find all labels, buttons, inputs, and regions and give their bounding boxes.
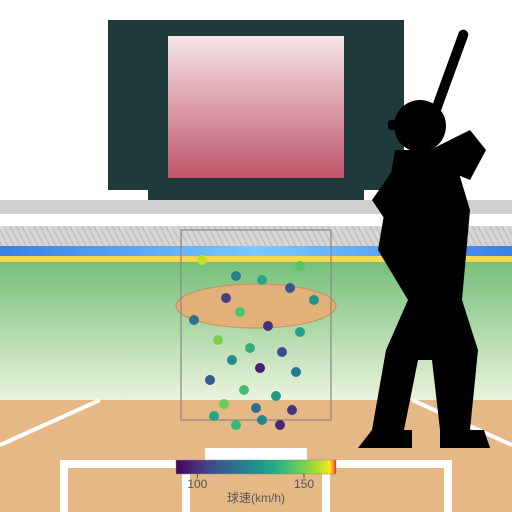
pitch-point (231, 420, 241, 430)
pitch-point (251, 403, 261, 413)
pitch-location-figure: 100 150 球速(km/h) (0, 0, 512, 512)
scoreboard-screen (168, 36, 344, 178)
pitch-point (287, 405, 297, 415)
pitch-point (257, 415, 267, 425)
pitch-point (235, 307, 245, 317)
pitch-point (221, 293, 231, 303)
pitch-point (291, 367, 301, 377)
pitch-point (197, 255, 207, 265)
pitch-point (275, 420, 285, 430)
colorbar-title: 球速(km/h) (227, 491, 285, 505)
pitch-point (239, 385, 249, 395)
pitch-point (295, 261, 305, 271)
colorbar-tick-label: 100 (187, 477, 207, 491)
pitch-point (219, 399, 229, 409)
pitch-point (309, 295, 319, 305)
pitch-point (255, 363, 265, 373)
pitchers-mound (176, 284, 336, 328)
pitch-point (189, 315, 199, 325)
pitch-point (263, 321, 273, 331)
pitch-point (245, 343, 255, 353)
pitch-point (277, 347, 287, 357)
colorbar-tick-label: 150 (294, 477, 314, 491)
pitch-point (295, 327, 305, 337)
pitch-point (205, 375, 215, 385)
pitch-point (213, 335, 223, 345)
pitch-point (285, 283, 295, 293)
figure-svg: 100 150 球速(km/h) (0, 0, 512, 512)
pitch-point (257, 275, 267, 285)
pitch-point (271, 391, 281, 401)
pitch-point (209, 411, 219, 421)
pitch-point (227, 355, 237, 365)
speed-colorbar (176, 460, 336, 474)
pitch-point (231, 271, 241, 281)
